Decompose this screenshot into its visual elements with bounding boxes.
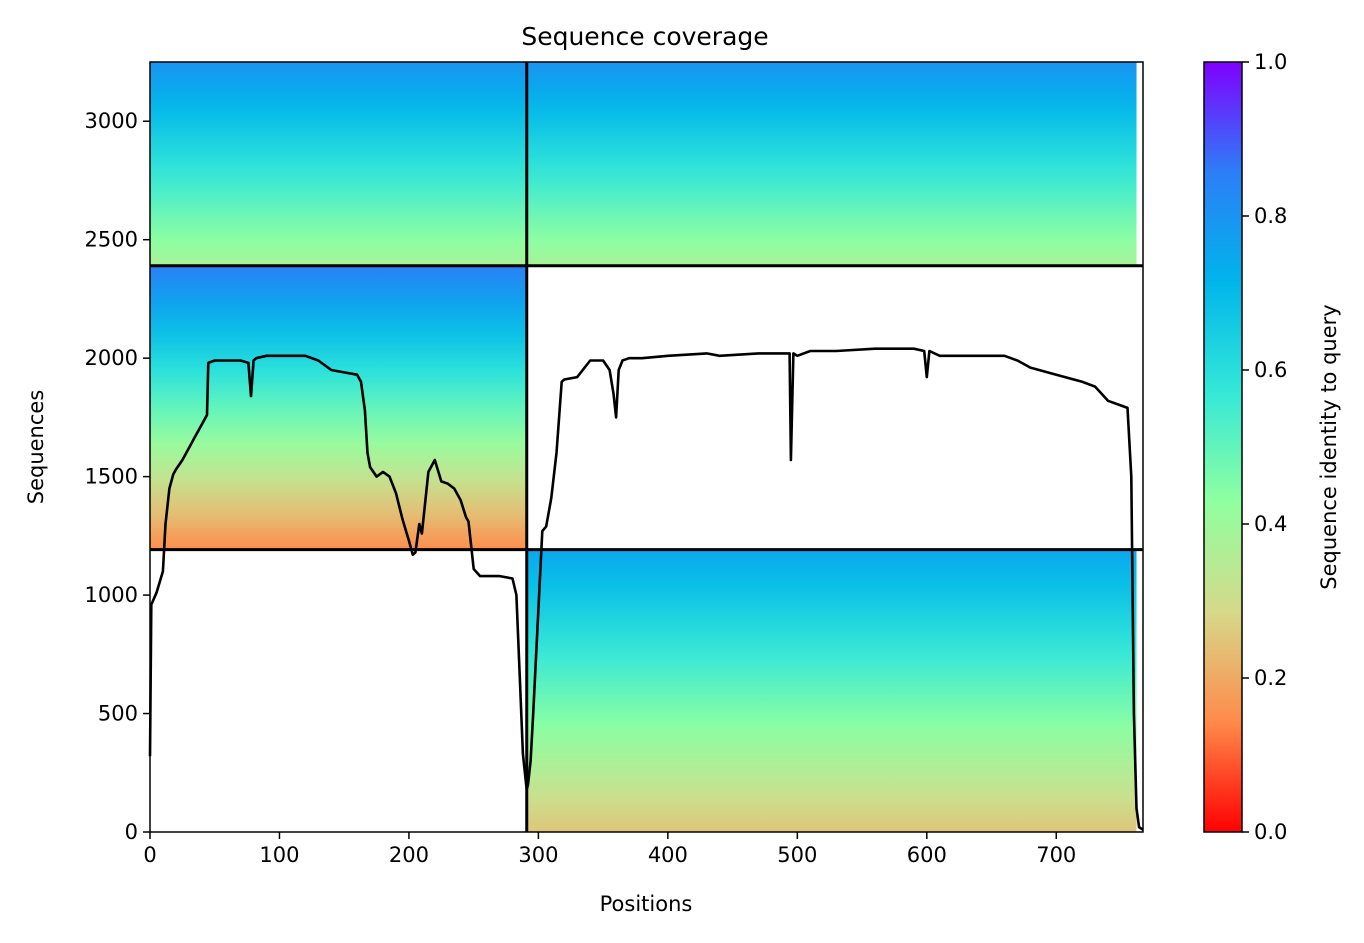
x-axis: 0 100 200 300 400 500 600 700 (143, 832, 1076, 867)
colorbar-tick-label: 0.0 (1254, 820, 1287, 844)
x-tick-label: 300 (518, 843, 558, 867)
x-tick-label: 400 (648, 843, 688, 867)
plot-frame (149, 61, 1144, 833)
x-tick-label: 200 (389, 843, 429, 867)
x-tick-label: 600 (907, 843, 947, 867)
y-axis-label: Sequences (24, 390, 48, 505)
domain-boundaries (148, 62, 1144, 832)
y-axis: 0 500 1000 1500 2000 2500 3000 (85, 109, 150, 844)
y-tick-label: 0 (125, 820, 138, 844)
y-tick-label: 1000 (85, 583, 138, 607)
x-tick-label: 700 (1036, 843, 1076, 867)
x-tick-label: 500 (777, 843, 817, 867)
chart-title: Sequence coverage (521, 22, 768, 51)
y-tick-label: 3000 (85, 109, 138, 133)
y-tick-label: 2500 (85, 228, 138, 252)
colorbar-tick-label: 0.4 (1254, 512, 1287, 536)
coverage-block (526, 62, 1137, 266)
colorbar-tick-label: 0.2 (1254, 666, 1287, 690)
y-tick-label: 1500 (85, 465, 138, 489)
coverage-block (526, 549, 1137, 832)
colorbar-tick-label: 0.8 (1254, 204, 1287, 228)
coverage-block (150, 265, 527, 550)
y-tick-label: 2000 (85, 346, 138, 370)
colorbar-label: Sequence identity to query (1317, 304, 1341, 589)
coverage-line (148, 347, 1144, 831)
colorbar-tick-label: 0.6 (1254, 358, 1287, 382)
x-tick-label: 0 (143, 843, 156, 867)
colorbar-gradient (1203, 61, 1243, 833)
colorbar-tick-label: 1.0 (1254, 50, 1287, 74)
plot-area (150, 62, 1137, 832)
y-tick-label: 500 (98, 702, 138, 726)
x-axis-label: Positions (600, 892, 693, 916)
x-tick-label: 100 (259, 843, 299, 867)
coverage-block (150, 62, 527, 266)
colorbar: 0.0 0.2 0.4 0.6 0.8 1.0 (1203, 50, 1287, 844)
